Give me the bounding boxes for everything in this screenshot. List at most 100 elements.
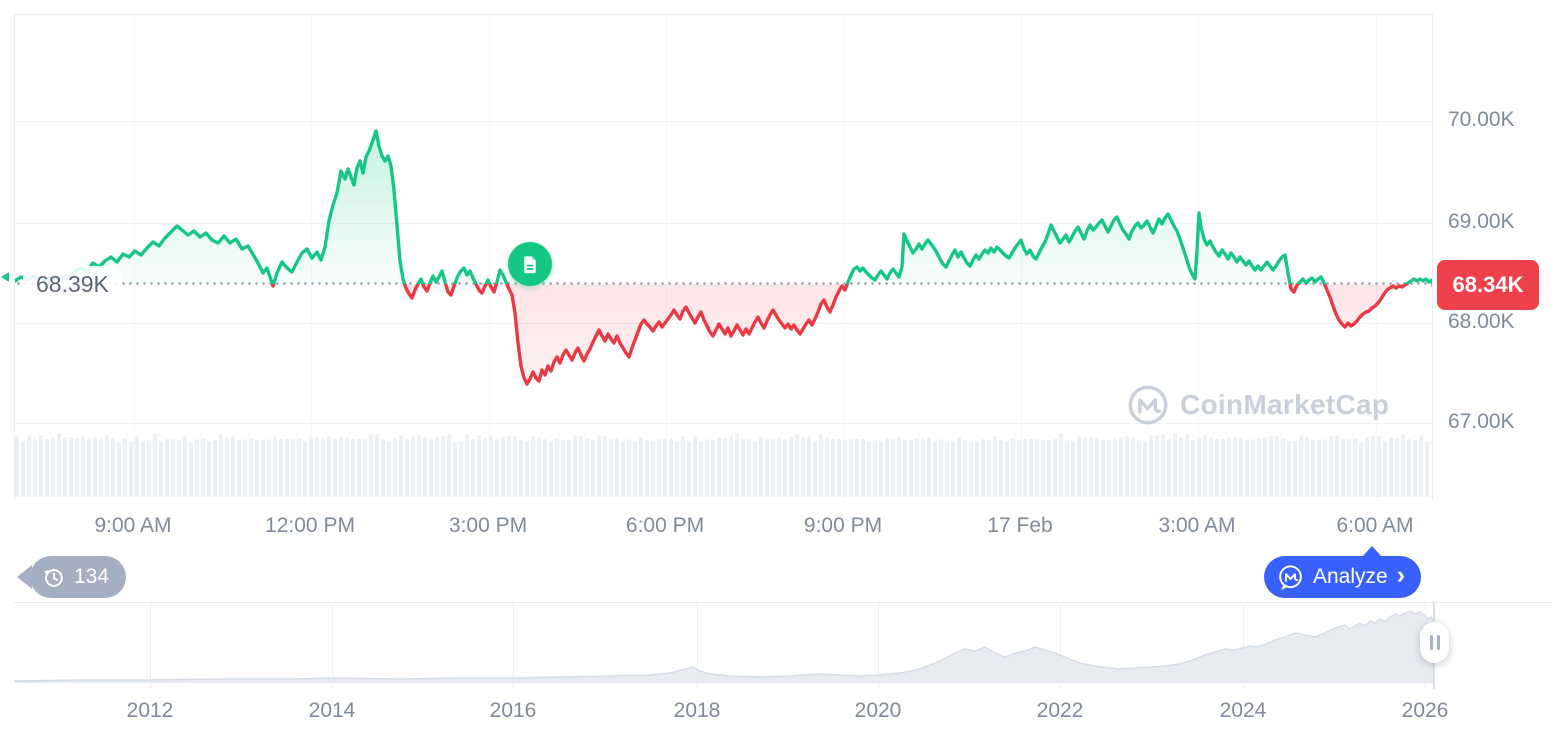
analyze-label: Analyze: [1313, 565, 1388, 588]
coinmarketcap-chat-icon: [1279, 564, 1302, 590]
volume-bar: [1071, 440, 1075, 497]
volume-bar: [627, 438, 631, 497]
volume-bar: [1119, 437, 1123, 497]
volume-bar: [111, 438, 115, 497]
volume-bar: [597, 435, 601, 497]
volume-bar: [501, 437, 505, 497]
timeframe-minimap[interactable]: [14, 602, 1552, 689]
volume-bar: [1353, 437, 1357, 497]
volume-bar: [537, 437, 541, 497]
volume-bar: [489, 435, 493, 497]
volume-bar: [519, 439, 523, 497]
volume-bar: [1215, 438, 1219, 497]
volume-bar: [729, 435, 733, 497]
volume-bar: [249, 438, 253, 497]
volume-bar: [1113, 438, 1117, 497]
news-event-marker[interactable]: [508, 242, 552, 286]
volume-bar: [669, 437, 673, 497]
volume-bar: [699, 440, 703, 497]
volume-bar: [15, 435, 19, 497]
volume-bar: [201, 438, 205, 497]
minimap-year-label: 2022: [1036, 699, 1084, 722]
volume-bar: [1347, 439, 1351, 497]
volume-bar: [1137, 440, 1141, 497]
volume-bar: [903, 440, 907, 497]
minimap-drag-handle[interactable]: [1420, 622, 1449, 663]
volume-bar: [1011, 438, 1015, 497]
volume-bar: [1407, 439, 1411, 497]
volume-bar: [999, 440, 1003, 497]
volume-bar: [765, 439, 769, 497]
volume-bar: [375, 434, 379, 497]
volume-bar: [867, 440, 871, 497]
volume-bar: [1311, 439, 1315, 497]
volume-bar: [1185, 434, 1189, 497]
volume-bar: [939, 439, 943, 497]
volume-bar: [153, 433, 157, 497]
history-badge[interactable]: 134: [30, 556, 127, 598]
volume-bar: [105, 435, 109, 497]
volume-bar: [507, 436, 511, 497]
minimap-gridline: [1243, 603, 1244, 689]
volume-bar: [1419, 434, 1423, 497]
volume-bar: [225, 437, 229, 497]
volume-bar: [885, 438, 889, 497]
volume-bar: [45, 438, 49, 497]
volume-bars: [15, 427, 1432, 497]
volume-bar: [1047, 439, 1051, 497]
volume-bar: [807, 436, 811, 497]
volume-bar: [711, 439, 715, 497]
y-axis-label: 70.00K: [1448, 108, 1515, 131]
volume-bar: [831, 438, 835, 497]
volume-bar: [1305, 436, 1309, 497]
volume-bar: [483, 438, 487, 497]
volume-bar: [1089, 438, 1093, 497]
volume-bar: [33, 438, 37, 497]
volume-bar: [1149, 434, 1153, 497]
volume-bar: [633, 441, 637, 497]
x-axis-label: 6:00 PM: [625, 514, 705, 537]
volume-bar: [933, 440, 937, 497]
volume-bar: [231, 436, 235, 497]
x-axis-label: 6:00 AM: [1336, 514, 1414, 537]
volume-bar: [1329, 435, 1333, 497]
price-chart-plot[interactable]: 68.39K CoinMarketCap: [14, 14, 1433, 500]
volume-bar: [1227, 438, 1231, 497]
volume-bar: [1101, 439, 1105, 497]
volume-bar: [351, 438, 355, 497]
volume-bar: [1107, 439, 1111, 497]
volume-bar: [357, 439, 361, 497]
volume-bar: [585, 438, 589, 497]
minimap-gridline: [150, 603, 151, 689]
volume-bar: [927, 437, 931, 497]
volume-bar: [819, 434, 823, 497]
volume-bar: [177, 439, 181, 497]
volume-bar: [693, 436, 697, 497]
volume-bar: [171, 439, 175, 497]
minimap-year-label: 2020: [854, 699, 902, 722]
price-line: [15, 129, 1432, 386]
volume-bar: [57, 433, 61, 497]
analyze-button[interactable]: Analyze ›: [1264, 556, 1422, 598]
volume-bar: [1095, 437, 1099, 497]
volume-bar: [1083, 438, 1087, 497]
y-axis-label: 67.00K: [1448, 410, 1515, 433]
volume-bar: [735, 433, 739, 497]
minimap-gridline: [697, 603, 698, 689]
minimap-gridline: [1060, 603, 1061, 689]
volume-bar: [123, 437, 127, 497]
volume-bar: [21, 440, 25, 497]
volume-bar: [987, 440, 991, 497]
volume-bar: [1029, 438, 1033, 497]
volume-bar: [63, 437, 67, 497]
volume-bar: [513, 435, 517, 497]
volume-bar: [1335, 435, 1339, 497]
volume-bar: [129, 441, 133, 497]
volume-bar: [273, 435, 277, 497]
x-axis-label: 9:00 AM: [94, 514, 172, 537]
coinmarketcap-watermark: CoinMarketCap: [1127, 384, 1389, 426]
volume-bar: [825, 438, 829, 497]
volume-bar: [1059, 433, 1063, 497]
volume-bar: [1041, 440, 1045, 497]
volume-bar: [435, 437, 439, 497]
